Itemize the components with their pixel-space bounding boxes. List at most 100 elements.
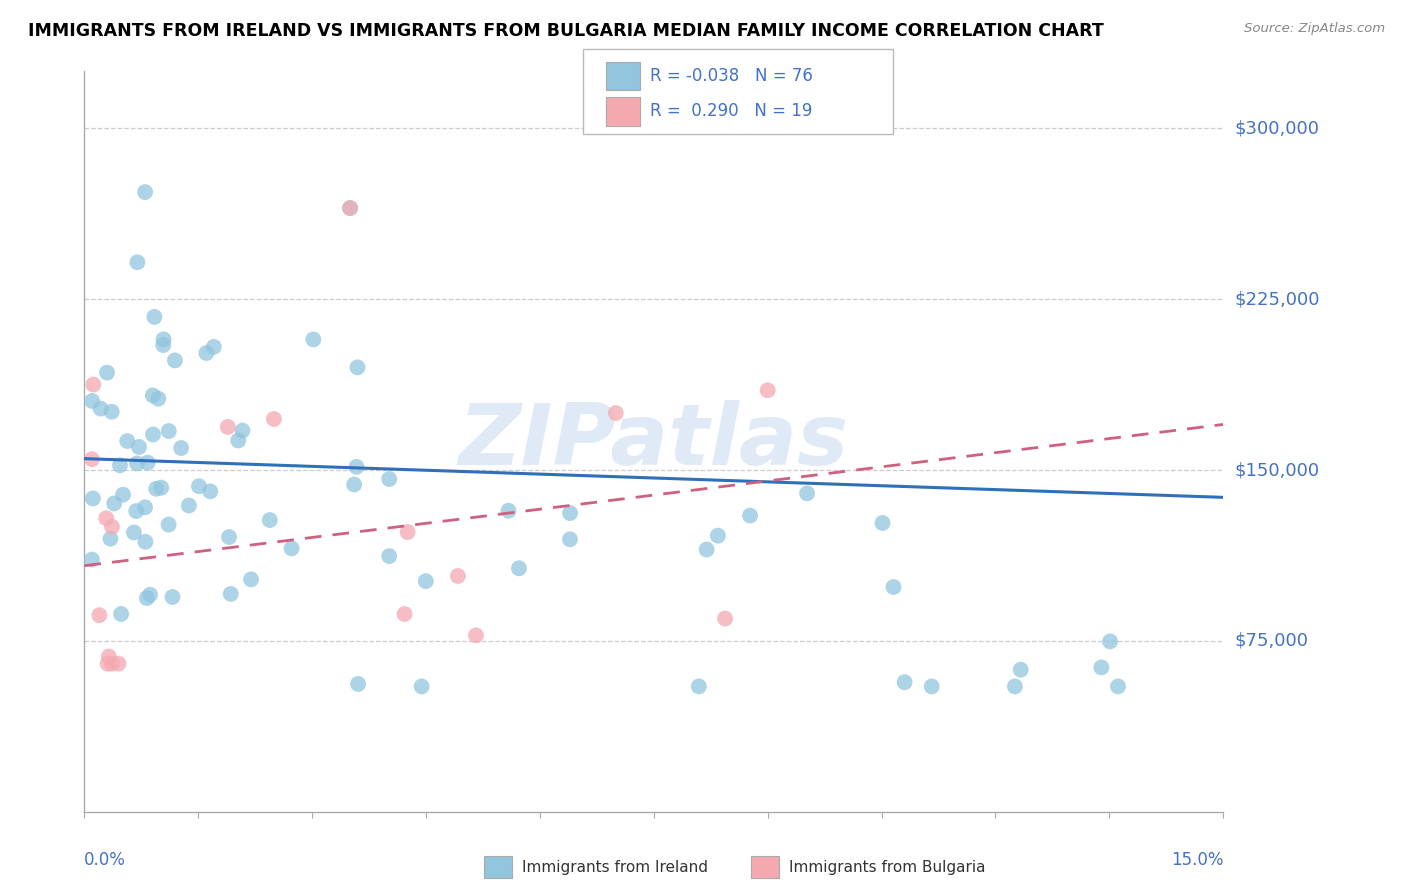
Point xyxy=(447,569,470,583)
Point xyxy=(110,607,132,621)
Point xyxy=(1004,680,1026,694)
Point xyxy=(112,488,135,502)
Point xyxy=(125,504,148,518)
Point xyxy=(143,310,166,324)
Point xyxy=(80,552,103,566)
Point xyxy=(90,401,112,416)
Text: 0.0%: 0.0% xyxy=(84,851,127,869)
Point xyxy=(134,500,156,515)
Point xyxy=(134,185,156,199)
Point xyxy=(346,459,368,474)
Point xyxy=(688,680,710,694)
Point xyxy=(82,491,104,506)
Point xyxy=(157,517,180,532)
Point xyxy=(100,532,122,546)
Text: 15.0%: 15.0% xyxy=(1171,851,1223,869)
Point xyxy=(145,482,167,496)
Text: Source: ZipAtlas.com: Source: ZipAtlas.com xyxy=(1244,22,1385,36)
Point xyxy=(1099,634,1122,648)
Point xyxy=(134,534,156,549)
Point xyxy=(339,201,361,215)
Point xyxy=(226,434,249,448)
Point xyxy=(280,541,302,556)
Point xyxy=(346,360,368,375)
Point xyxy=(82,377,104,392)
Point xyxy=(415,574,437,589)
Point xyxy=(163,353,186,368)
Point xyxy=(1107,680,1129,694)
Point xyxy=(96,366,118,380)
Point xyxy=(343,477,366,491)
Point xyxy=(101,520,124,534)
Point xyxy=(103,496,125,510)
Point xyxy=(107,657,129,671)
Point xyxy=(125,457,148,471)
Point xyxy=(122,525,145,540)
Point xyxy=(302,333,325,347)
Point xyxy=(80,452,103,467)
Text: R =  0.290   N = 19: R = 0.290 N = 19 xyxy=(650,103,811,120)
Text: $150,000: $150,000 xyxy=(1234,461,1319,479)
Point xyxy=(152,332,174,346)
Point xyxy=(893,675,915,690)
Point xyxy=(82,393,104,408)
Point xyxy=(100,405,122,419)
Point xyxy=(714,611,737,625)
Point xyxy=(219,587,242,601)
Point xyxy=(738,508,761,523)
Point xyxy=(135,591,157,605)
Text: Immigrants from Ireland: Immigrants from Ireland xyxy=(522,860,707,874)
Point xyxy=(170,441,193,455)
Point xyxy=(97,649,120,664)
Point xyxy=(605,406,627,420)
Text: $300,000: $300,000 xyxy=(1234,120,1319,137)
Point xyxy=(921,680,943,694)
Point xyxy=(394,607,416,621)
Point xyxy=(756,384,779,398)
Point xyxy=(177,499,200,513)
Point xyxy=(142,388,165,402)
Point xyxy=(152,338,174,352)
Point xyxy=(240,573,263,587)
Point xyxy=(796,486,818,500)
Point xyxy=(378,549,401,563)
Point xyxy=(378,472,401,486)
Point xyxy=(263,412,285,426)
Point xyxy=(150,481,173,495)
Point xyxy=(128,440,150,454)
Point xyxy=(498,504,520,518)
Point xyxy=(136,456,159,470)
Point xyxy=(202,340,225,354)
Point xyxy=(142,427,165,442)
Point xyxy=(187,479,209,493)
Text: R = -0.038   N = 76: R = -0.038 N = 76 xyxy=(650,67,813,85)
Point xyxy=(465,628,488,642)
Point xyxy=(195,346,218,360)
Point xyxy=(217,420,239,434)
Point xyxy=(1090,660,1112,674)
Point xyxy=(339,201,361,215)
Point xyxy=(157,424,180,438)
Point xyxy=(148,392,170,406)
Point xyxy=(1010,663,1032,677)
Point xyxy=(127,255,149,269)
Text: IMMIGRANTS FROM IRELAND VS IMMIGRANTS FROM BULGARIA MEDIAN FAMILY INCOME CORRELA: IMMIGRANTS FROM IRELAND VS IMMIGRANTS FR… xyxy=(28,22,1104,40)
Point xyxy=(508,561,530,575)
Point xyxy=(139,588,162,602)
Point xyxy=(696,542,718,557)
Point xyxy=(558,506,581,520)
Point xyxy=(96,511,118,525)
Point xyxy=(872,516,894,530)
Point xyxy=(117,434,139,448)
Point xyxy=(89,608,111,623)
Point xyxy=(218,530,240,544)
Point xyxy=(97,657,120,671)
Point xyxy=(396,524,419,539)
Point xyxy=(558,533,581,547)
Text: $225,000: $225,000 xyxy=(1234,290,1320,308)
Point xyxy=(347,677,370,691)
Point xyxy=(231,424,253,438)
Text: ZIPatlas: ZIPatlas xyxy=(458,400,849,483)
Text: Immigrants from Bulgaria: Immigrants from Bulgaria xyxy=(789,860,986,874)
Point xyxy=(411,680,433,694)
